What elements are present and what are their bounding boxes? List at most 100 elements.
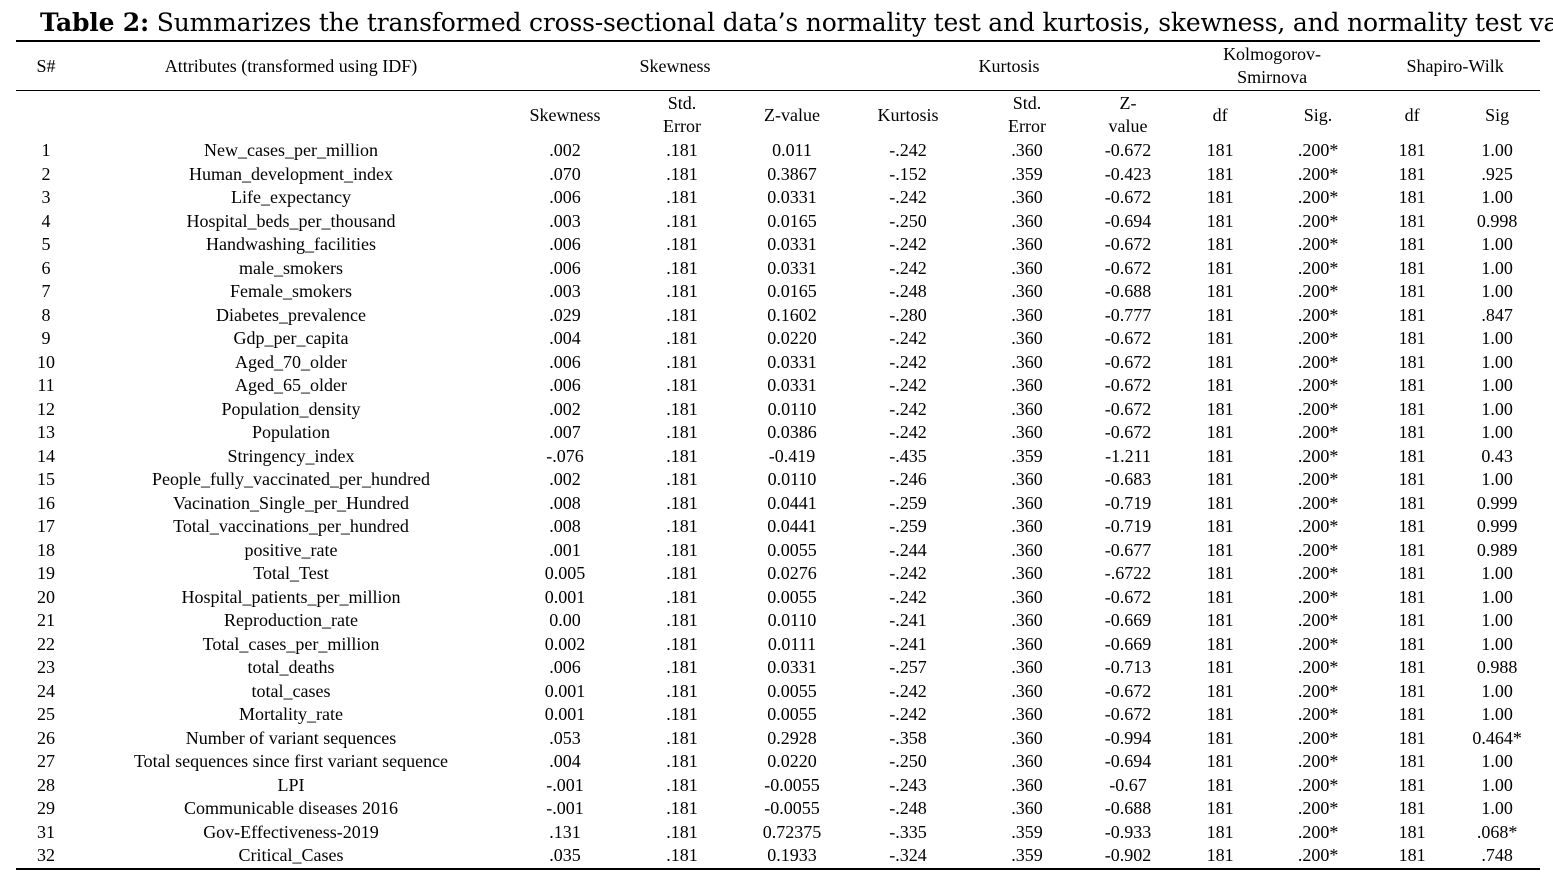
cell-skewness: .002: [549, 398, 581, 419]
cell-sno: 10: [37, 351, 55, 372]
cell-kurt-std-error: .360: [1011, 328, 1043, 348]
cell-kurt-z: -0.672: [1104, 140, 1152, 160]
cell-skew-z: 0.0331: [767, 351, 817, 372]
cell-sw-sig: 1.00: [1481, 633, 1513, 654]
cell-sno: 3: [41, 187, 51, 207]
cell-attribute: Handwashing_facilities: [206, 234, 376, 254]
cell-kurt-z: -0.694: [1104, 210, 1152, 231]
cell-skewness: .006: [549, 234, 581, 254]
cell-sw-df: 181: [1398, 633, 1426, 654]
group-skewness: Skewness: [506, 40, 845, 91]
cell-kurt-std-error: .360: [1011, 586, 1043, 607]
cell-kurt-std-error: .360: [1011, 751, 1043, 771]
header-row-subcolumns: Skewness Std. Error Z-value Kurtosis Std…: [16, 90, 1541, 139]
cell-kurt-std-error: .359: [1011, 163, 1043, 184]
cell-sw-df: 181: [1398, 727, 1426, 748]
cell-skewness: .007: [549, 422, 581, 442]
cell-ks-sig: .200*: [1297, 398, 1339, 419]
cell-sw-sig: 0.988: [1476, 657, 1518, 677]
cell-skewness: 0.001: [544, 586, 586, 607]
cell-attribute: total_cases: [251, 680, 331, 701]
cell-skew-std-error: .181: [666, 680, 698, 701]
cell-kurt-std-error: .360: [1011, 704, 1043, 724]
sub-skew-std-error: Std. Error: [624, 90, 740, 139]
cell-ks-sig: .200*: [1297, 821, 1339, 842]
cell-kurtosis: -.324: [844, 844, 973, 870]
caption-text: Summarizes the transformed cross-section…: [156, 8, 1553, 37]
cell-skew-z: 0.2928: [767, 727, 817, 748]
cell-skew-std-error: .181: [666, 234, 698, 254]
cell-sw-df: 181: [1398, 774, 1426, 795]
cell-kurtosis: -.248: [889, 798, 927, 818]
table-row: 11 Aged_65_older .006 .181 0.0331 -.242 .360 -0…: [16, 374, 1540, 398]
cell-sno: 31: [37, 821, 55, 842]
cell-skew-z: 0.0110: [767, 398, 817, 419]
table-row: 31 Gov-Effectiveness-2019 .131 .181 0.72375 -…: [16, 821, 1540, 845]
cell-kurtosis: -.242: [889, 704, 927, 724]
cell-kurt-std-error: .360: [1011, 727, 1043, 748]
cell-skewness: -.001: [546, 774, 584, 795]
table-row: 26 Number of variant sequences .053 .181 0.2…: [16, 727, 1540, 751]
cell-sw-df: 181: [1398, 445, 1426, 466]
cell-sw-sig: 1.00: [1481, 469, 1513, 489]
cell-ks-df: 181: [1206, 727, 1234, 748]
cell-ks-df: 181: [1206, 469, 1234, 489]
cell-ks-df: 181: [1206, 328, 1234, 348]
cell-sw-df: 181: [1398, 375, 1426, 395]
cell-kurt-z: -0.669: [1104, 633, 1152, 654]
cell-ks-df: 181: [1206, 257, 1234, 278]
cell-skew-z: 0.0220: [767, 328, 817, 348]
cell-sno: 24: [37, 680, 55, 701]
cell-ks-sig: .200*: [1297, 539, 1339, 560]
cell-sw-df: 181: [1398, 657, 1426, 677]
cell-ks-sig: .200*: [1297, 657, 1339, 677]
cell-ks-df: 181: [1206, 492, 1234, 513]
cell-attribute: Total_Test: [253, 563, 329, 583]
cell-skewness: .003: [549, 281, 581, 301]
cell-sw-sig: 1.00: [1481, 351, 1513, 372]
cell-skewness: 0.001: [544, 704, 586, 724]
cell-kurtosis: -.242: [889, 351, 927, 372]
cell-skew-std-error: .181: [624, 844, 740, 870]
cell-kurtosis: -.242: [889, 375, 927, 395]
cell-skew-std-error: .181: [666, 798, 698, 818]
cell-kurtosis: -.250: [889, 751, 927, 771]
cell-sno: 22: [37, 633, 55, 654]
cell-kurtosis: -.242: [889, 234, 927, 254]
cell-skewness: .004: [549, 328, 581, 348]
cell-ks-df: 181: [1206, 281, 1234, 301]
cell-sw-df: 181: [1398, 304, 1426, 325]
cell-kurt-z: -0.672: [1104, 375, 1152, 395]
table-row: 8 Diabetes_prevalence .029 .181 0.1602 -.280.…: [16, 304, 1540, 328]
cell-kurt-z: -0.688: [1104, 798, 1152, 818]
table-row: 4 Hospital_beds_per_thousand .003 .181 0.016…: [16, 210, 1540, 234]
cell-kurt-std-error: .359: [1011, 445, 1043, 466]
cell-kurt-z: -0.669: [1104, 610, 1152, 630]
cell-ks-sig: .200*: [1297, 187, 1339, 207]
cell-skew-std-error: .181: [666, 657, 698, 677]
cell-kurt-z: -0.683: [1104, 469, 1152, 489]
table-caption: Table 2: Summarizes the transformed cros…: [40, 8, 1553, 37]
cell-sw-df: 181: [1398, 398, 1426, 419]
cell-attribute: Critical_Cases: [76, 844, 506, 870]
cell-kurtosis: -.250: [889, 210, 927, 231]
cell-skew-z: 0.0111: [767, 633, 817, 654]
cell-sno: 29: [37, 798, 55, 818]
cell-kurt-z: -0.694: [1104, 751, 1152, 771]
cell-skew-std-error: .181: [666, 281, 698, 301]
cell-attribute: male_smokers: [239, 257, 343, 278]
cell-skewness: 0.00: [549, 610, 581, 630]
cell-kurt-z: -.6722: [1104, 563, 1152, 583]
cell-kurtosis: -.242: [889, 680, 927, 701]
cell-skew-z: 0.0386: [767, 422, 817, 442]
cell-kurtosis: -.335: [889, 821, 927, 842]
cell-ks-sig: .200*: [1297, 351, 1339, 372]
cell-skew-z: 0.0331: [767, 375, 817, 395]
cell-skew-std-error: .181: [666, 704, 698, 724]
cell-sno: 1: [41, 140, 51, 160]
cell-attribute: Aged_70_older: [235, 351, 347, 372]
cell-attribute: New_cases_per_million: [204, 140, 378, 160]
cell-kurt-std-error: .360: [1011, 375, 1043, 395]
cell-kurtosis: -.241: [889, 633, 927, 654]
cell-skew-z: 0.0055: [767, 539, 817, 560]
